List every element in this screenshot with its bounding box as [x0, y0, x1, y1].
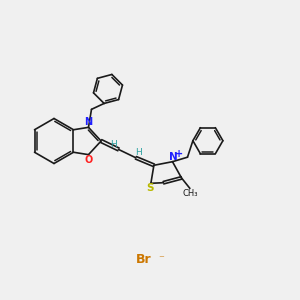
- Text: N: N: [169, 152, 178, 162]
- Text: ⁻: ⁻: [158, 254, 164, 265]
- Text: H: H: [111, 140, 117, 148]
- Text: S: S: [146, 183, 154, 194]
- Text: N: N: [84, 117, 92, 127]
- Text: O: O: [85, 155, 93, 165]
- Text: H: H: [135, 148, 142, 157]
- Text: Br: Br: [136, 253, 152, 266]
- Text: +: +: [175, 149, 183, 159]
- Text: CH₃: CH₃: [183, 189, 198, 198]
